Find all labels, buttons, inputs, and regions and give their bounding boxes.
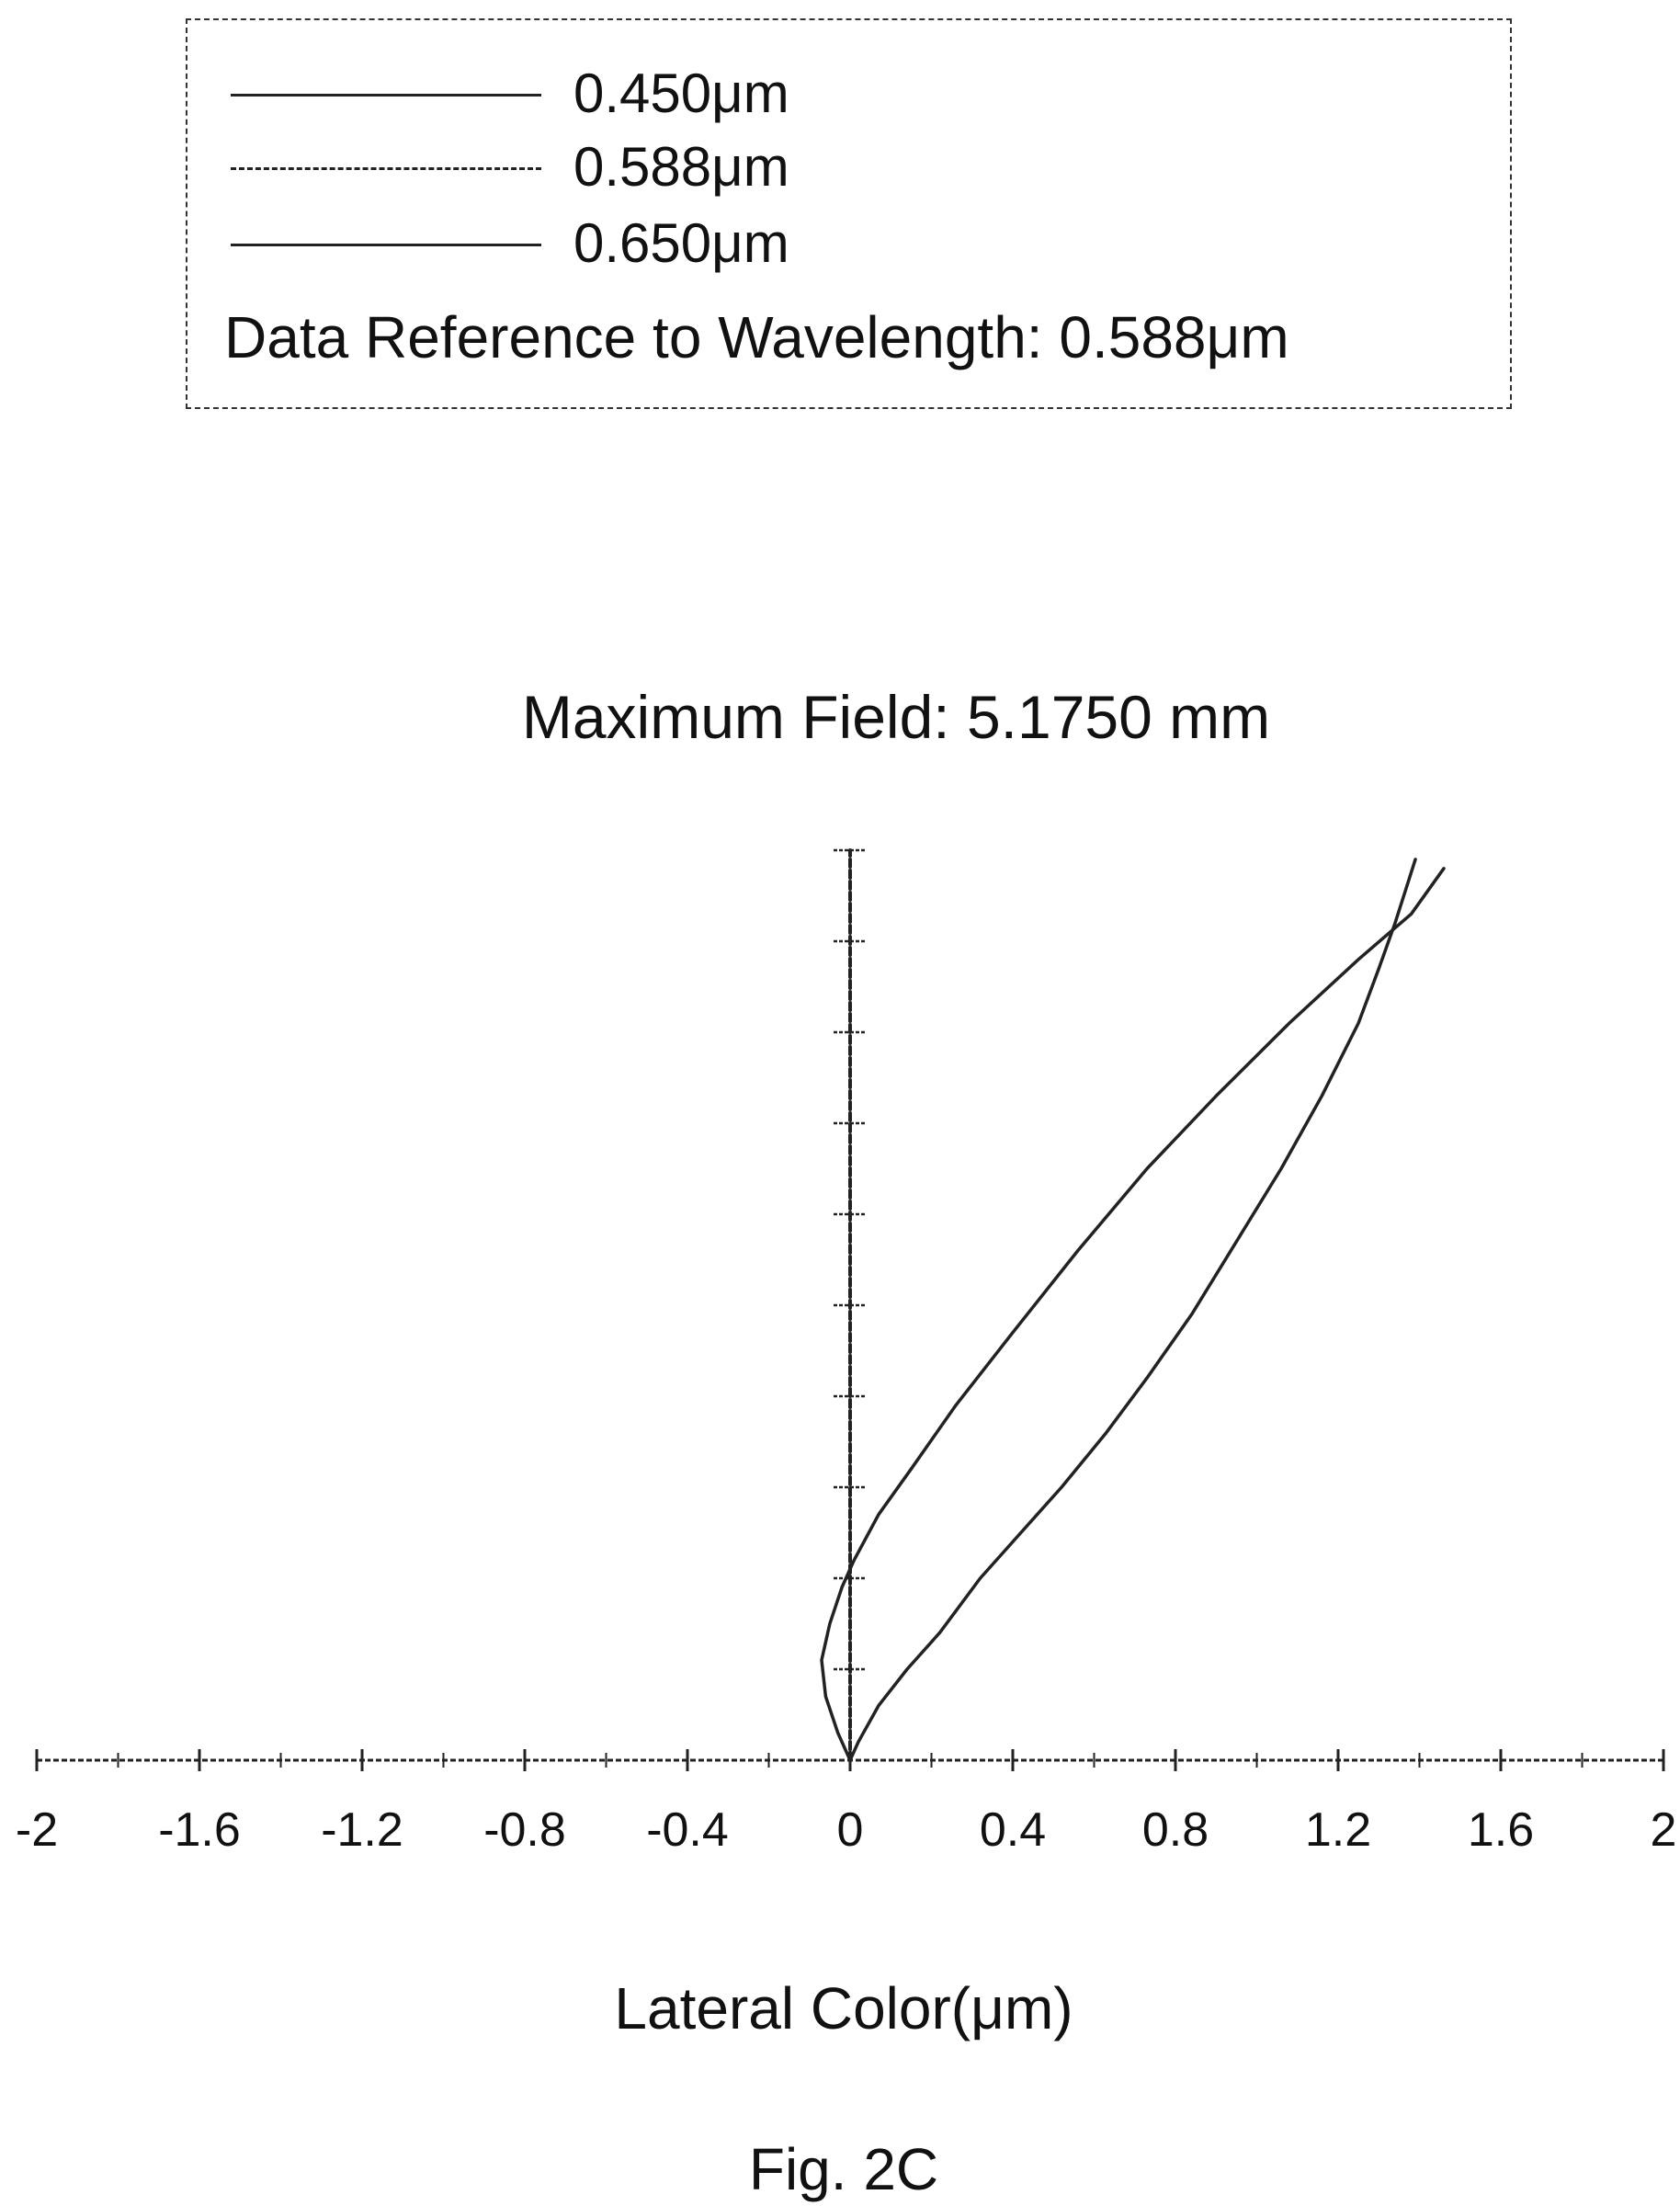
x-tick-label: 0.4 bbox=[980, 1803, 1046, 1857]
x-tick-label: -1.2 bbox=[321, 1803, 403, 1857]
x-tick-label: 1.2 bbox=[1305, 1803, 1371, 1857]
lateral-color-plot: -2 -1.6 -1.2 -0.8 -0.4 0 0.4 0.8 1.2 1.6 2 bbox=[16, 848, 1677, 1857]
x-tick-labels: -2 -1.6 -1.2 -0.8 -0.4 0 0.4 0.8 1.2 1.6 2 bbox=[16, 1803, 1677, 1857]
x-tick-label: 2 bbox=[1651, 1803, 1677, 1857]
figure-caption: Fig. 2C bbox=[748, 2136, 939, 2202]
x-axis-label: Lateral Color(μm) bbox=[614, 1975, 1073, 2041]
x-tick-label: -1.6 bbox=[158, 1803, 241, 1857]
legend-swatch-solid bbox=[231, 94, 541, 97]
legend-swatch-dashed bbox=[231, 167, 541, 170]
chart-title: Maximum Field: 5.1750 mm bbox=[521, 683, 1271, 751]
series-line-0 bbox=[848, 858, 1417, 1762]
legend-label: 0.450μm bbox=[573, 63, 789, 124]
plot-ticks bbox=[35, 848, 1665, 1771]
x-tick-label: 1.6 bbox=[1468, 1803, 1534, 1857]
x-tick-label: -0.4 bbox=[646, 1803, 729, 1857]
x-tick-label: -0.8 bbox=[483, 1803, 566, 1857]
series-line-2 bbox=[820, 867, 1446, 1762]
plot-series bbox=[820, 848, 1446, 1762]
legend-label: 0.588μm bbox=[573, 136, 789, 198]
x-tick-label: 0 bbox=[837, 1803, 864, 1857]
legend-label: 0.650μm bbox=[573, 212, 789, 274]
legend-reference-wavelength: Data Reference to Wavelength: 0.588μm bbox=[224, 304, 1289, 370]
legend-box: 0.450μm 0.588μm 0.650μm Data Reference t… bbox=[186, 18, 1512, 409]
x-tick-label: 0.8 bbox=[1142, 1803, 1209, 1857]
legend-swatch-solid bbox=[231, 244, 541, 246]
x-tick-label: -2 bbox=[16, 1803, 58, 1857]
